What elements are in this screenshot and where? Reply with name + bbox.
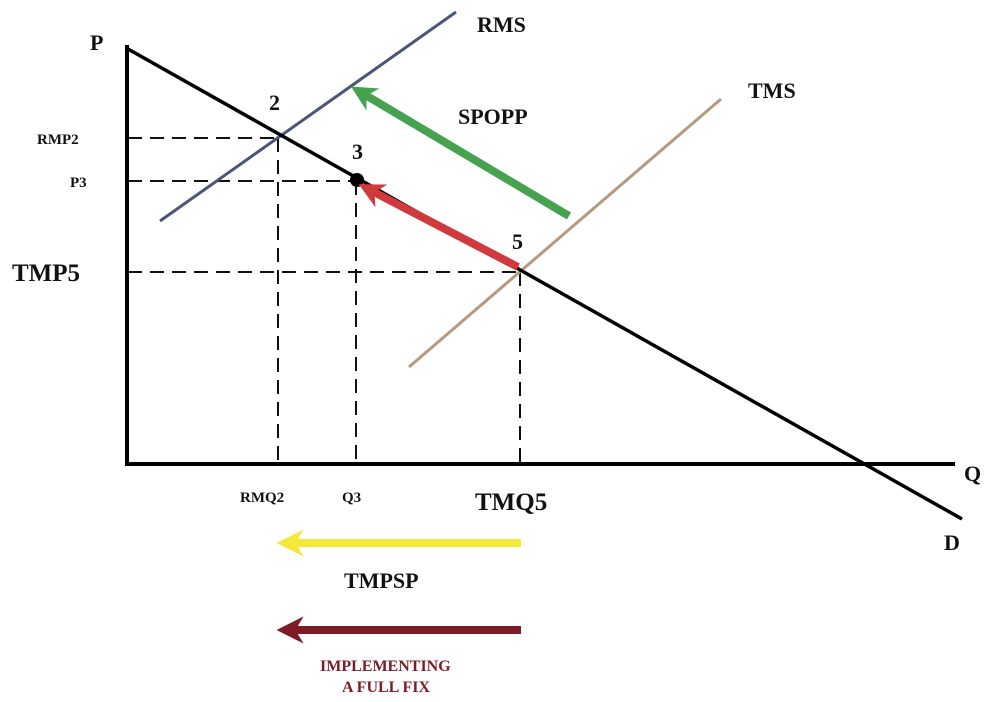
rms-label: RMS (477, 12, 526, 37)
full-fix-label-line2: A FULL FIX (342, 679, 430, 696)
rmq2-label: RMQ2 (240, 490, 284, 506)
tmp5-label: TMP5 (12, 260, 80, 287)
point-5-label: 5 (512, 229, 523, 254)
rmp2-label: RMP2 (37, 132, 79, 148)
full-fix-label-line1: IMPLEMENTING (320, 658, 451, 675)
rms-supply-curve (159, 10, 457, 223)
spopp-label: SPOPP (458, 104, 528, 129)
price-axis-label: P (90, 30, 103, 55)
tms-label: TMS (748, 78, 796, 103)
tmpsp-label: TMPSP (344, 568, 419, 593)
point-2-label: 2 (269, 90, 280, 115)
tmq5-label: TMQ5 (475, 489, 547, 516)
p3-label: P3 (70, 175, 87, 191)
point-3-label: 3 (352, 139, 363, 164)
q3-label: Q3 (342, 490, 361, 506)
quantity-axis-label: Q (964, 461, 981, 486)
point-3-dot (350, 173, 364, 187)
demand-curve (127, 47, 963, 521)
red-arrow (358, 184, 520, 271)
demand-label: D (944, 530, 960, 555)
tms-supply-curve (408, 97, 722, 369)
spopp-arrow (350, 86, 572, 220)
